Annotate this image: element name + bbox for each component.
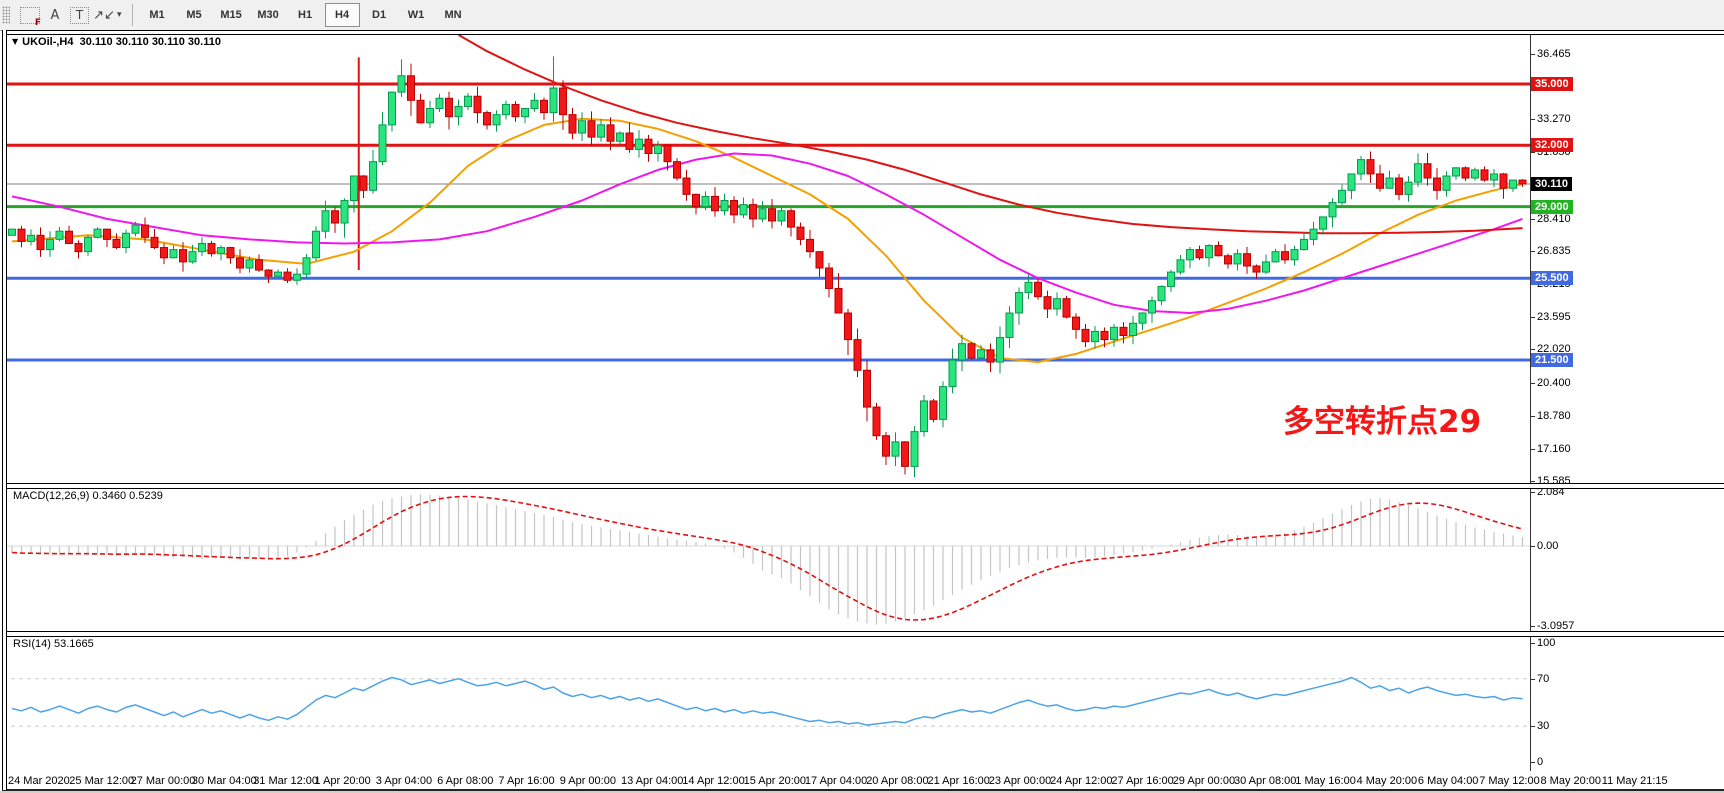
time-tick-label: 25 Mar 12:00 (69, 775, 135, 787)
drawing-tools-group: F A T ↗↙ (16, 4, 117, 28)
frame-f-icon[interactable]: F (20, 6, 41, 28)
time-tick-label: 1 May 16:00 (1295, 775, 1356, 787)
rsi-panel-splitter[interactable] (2, 631, 1724, 637)
time-tick-label: 9 Apr 00:00 (559, 775, 616, 787)
macd-title: MACD(12,26,9) (13, 490, 90, 502)
textbox-t-icon[interactable]: T (70, 6, 89, 24)
timeframe-button-m30[interactable]: M30 (257, 9, 279, 21)
time-tick-label: 24 Apr 12:00 (1050, 775, 1113, 787)
time-tick-label: 27 Apr 16:00 (1111, 775, 1174, 787)
rsi-indicator-label: RSI(14) 53.1665 (13, 638, 94, 650)
price-level-badge: 32.000 (1531, 138, 1573, 153)
main-chart-canvas[interactable] (3, 33, 1530, 483)
symbol-dropdown-icon[interactable]: ▼ (12, 37, 19, 46)
timeframe-button-mn[interactable]: MN (444, 9, 462, 21)
time-tick-label: 8 May 20:00 (1540, 775, 1602, 787)
price-tick-label: 28.410 (1530, 212, 1607, 226)
time-tick-label: 7 May 12:00 (1479, 775, 1540, 787)
macd-tick-label: 2.084 (1530, 486, 1565, 499)
price-level-badge: 29.000 (1531, 199, 1573, 214)
price-tick-label: 36.465 (1530, 47, 1607, 61)
rsi-tick-label: 100 (1529, 637, 1556, 649)
time-tick-label: 6 May 04:00 (1417, 775, 1479, 787)
toolbar-drag-handle[interactable] (2, 6, 10, 24)
price-axis-divider (1530, 33, 1531, 771)
macd-tick-label: -3.0957 (1529, 620, 1575, 633)
time-tick-label: 30 Apr 08:00 (1234, 775, 1297, 787)
time-tick-label: 17 Apr 04:00 (804, 775, 868, 787)
timeframe-button-m5[interactable]: M5 (186, 9, 202, 21)
draw-arrows-icon[interactable]: ↗↙ (93, 7, 115, 23)
time-tick-label: 31 Mar 12:00 (253, 775, 319, 787)
rsi-panel-canvas[interactable] (3, 636, 1530, 771)
price-tick-label: 18.780 (1530, 409, 1607, 423)
time-tick-label: 20 Apr 08:00 (866, 775, 929, 787)
chart-window-left-border (2, 30, 7, 790)
rsi-tick-label: 0 (1529, 756, 1544, 768)
tools-dropdown-caret[interactable]: ▾ (117, 10, 122, 20)
price-tick-label: 23.595 (1530, 310, 1607, 324)
time-tick-label: 4 May 20:00 (1356, 775, 1418, 787)
time-tick-label: 3 Apr 04:00 (375, 775, 433, 787)
price-tick-label: 22.020 (1530, 342, 1607, 356)
window-bottom-strip (0, 791, 1724, 793)
price-level-badge: 25.500 (1531, 271, 1573, 286)
time-tick-label: 6 Apr 08:00 (437, 775, 494, 787)
price-level-badge: 30.110 (1531, 176, 1573, 191)
timeframe-button-h1[interactable]: H1 (298, 9, 313, 21)
chart-window-bottom-border (2, 789, 1724, 791)
rsi-tick-label: 70 (1529, 672, 1550, 685)
rsi-title: RSI(14) (13, 638, 51, 650)
timeframe-button-h4[interactable]: H4 (324, 3, 360, 27)
price-tick-label: 26.835 (1530, 244, 1607, 258)
timeframe-button-m1[interactable]: M1 (149, 9, 165, 21)
toolbar: F A T ↗↙ ▾ M1 M5 M15 M30 H1 H4 D1 W1 MN (0, 0, 1724, 31)
macd-tick-label: 0.00 (1529, 540, 1559, 552)
timeframe-button-d1[interactable]: D1 (372, 9, 387, 21)
time-tick-label: 21 Apr 16:00 (927, 775, 990, 787)
time-tick-label: 11 May 21:15 (1601, 775, 1668, 787)
timeframe-button-m15[interactable]: M15 (220, 9, 242, 21)
time-tick-label: 27 Mar 00:00 (130, 775, 196, 787)
rsi-tick-label: 30 (1529, 720, 1550, 733)
macd-panel-canvas[interactable] (3, 487, 1530, 632)
price-level-badge: 35.000 (1531, 76, 1573, 91)
time-tick-label: 15 Apr 20:00 (743, 775, 806, 787)
toolbar-separator (131, 4, 133, 26)
label-a-icon[interactable]: A (50, 7, 60, 23)
rsi-value: 53.1665 (53, 638, 94, 650)
macd-indicator-label: MACD(12,26,9) 0.3460 0.5239 (13, 490, 163, 502)
time-tick-label: 1 Apr 20:00 (314, 775, 371, 787)
time-tick-label: 14 Apr 12:00 (682, 775, 745, 787)
time-tick-label: 7 Apr 16:00 (498, 775, 555, 787)
price-tick-label: 33.270 (1530, 112, 1607, 126)
symbol-timeframe-label: UKOil-,H4 (22, 36, 74, 48)
time-tick-label: 13 Apr 04:00 (621, 775, 684, 787)
time-tick-label: 23 Apr 00:00 (988, 775, 1052, 787)
time-tick-label: 24 Mar 2020 (8, 775, 70, 787)
time-tick-label: 30 Mar 04:00 (191, 775, 257, 787)
chart-header: ▼ UKOil-,H4 30.110 30.110 30.110 30.110 (12, 36, 221, 48)
time-tick-label: 29 Apr 00:00 (1172, 775, 1236, 787)
price-level-badge: 21.500 (1531, 353, 1573, 368)
ohlc-quotes: 30.110 30.110 30.110 30.110 (79, 36, 221, 48)
timeframe-button-w1[interactable]: W1 (407, 9, 425, 21)
price-tick-label: 17.160 (1530, 442, 1607, 456)
macd-values: 0.3460 0.5239 (92, 490, 163, 502)
price-tick-label: 20.400 (1530, 376, 1607, 390)
chart-window-top-border (2, 30, 1724, 35)
macd-panel-splitter[interactable] (2, 483, 1724, 489)
timeframe-buttons-group: M1 M5 M15 M30 H1 H4 D1 W1 MN (139, 3, 472, 27)
chart-text-annotation: 多空转折点29 (1283, 404, 1482, 440)
